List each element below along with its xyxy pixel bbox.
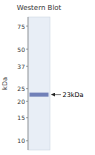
y-tick-label: 25 [17,85,25,92]
plot-marks [30,93,49,97]
y-axis-line [28,17,29,150]
y-tick-label: 10 [17,137,25,144]
lane [28,17,50,150]
y-tick [26,101,28,102]
y-tick [26,49,28,50]
y-axis-label: kDa [1,77,9,90]
y-tick-label: 20 [17,98,25,105]
y-tick-label: 50 [17,46,25,53]
y-tick [26,26,28,27]
y-tick-label: 37 [17,63,25,70]
y-tick [26,117,28,118]
annotation-label: 23kDa [63,91,84,99]
chart-title: Western Blot [17,4,62,12]
annotation-arrow [52,94,62,95]
y-tick [26,140,28,141]
y-tick-label: 75 [17,23,25,30]
chart-root: Western Blot kDa 10 15 20 25 37 50 75 23kDa [0,0,95,155]
y-tick-label: 15 [17,114,25,121]
y-tick [26,88,28,89]
y-tick [26,66,28,67]
band [30,93,49,97]
chart-svg: Western Blot kDa 10 15 20 25 37 50 75 23kDa [0,0,95,155]
